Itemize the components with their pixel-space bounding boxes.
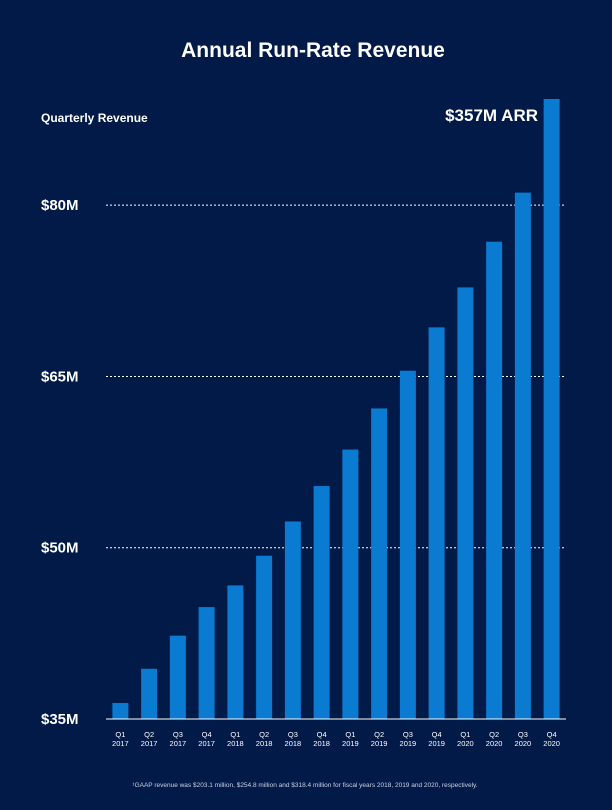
bar <box>227 585 244 719</box>
x-tick-year: 2019 <box>371 739 388 748</box>
x-tick-quarter: Q1 <box>230 730 240 739</box>
x-tick-quarter: Q4 <box>547 730 557 739</box>
x-tick-quarter: Q1 <box>345 730 355 739</box>
x-tick-year: 2020 <box>486 739 503 748</box>
x-tick-year: 2020 <box>457 739 474 748</box>
bar <box>342 449 359 719</box>
bar <box>112 703 129 719</box>
x-tick-year: 2020 <box>515 739 532 748</box>
x-tick-year: 2019 <box>400 739 417 748</box>
bars <box>112 98 560 719</box>
x-tick-quarter: Q4 <box>202 730 212 739</box>
bar <box>371 408 388 719</box>
x-tick-quarter: Q2 <box>374 730 384 739</box>
x-tick-quarter: Q2 <box>489 730 499 739</box>
x-tick-quarter: Q1 <box>115 730 125 739</box>
x-tick-year: 2017 <box>112 739 129 748</box>
x-tick-year: 2018 <box>285 739 302 748</box>
y-tick-label: $65M <box>41 368 79 385</box>
bar <box>169 635 186 719</box>
x-tick-quarter: Q4 <box>317 730 327 739</box>
x-tick-quarter: Q4 <box>432 730 442 739</box>
x-tick-year: 2020 <box>543 739 560 748</box>
x-tick-year: 2019 <box>428 739 445 748</box>
bar <box>399 370 416 719</box>
x-axis-ticks: Q12017Q22017Q32017Q42017Q12018Q22018Q320… <box>112 730 560 748</box>
bar <box>313 486 330 719</box>
bar <box>457 287 474 719</box>
x-tick-year: 2017 <box>141 739 158 748</box>
y-tick-label: $50M <box>41 540 79 557</box>
y-axis-ticks: $35M $50M $65M $80M <box>41 197 79 728</box>
x-tick-quarter: Q2 <box>144 730 154 739</box>
arr-annotation: $357M ARR <box>445 106 538 125</box>
x-tick-year: 2019 <box>342 739 359 748</box>
bar <box>486 241 503 719</box>
bar <box>256 555 273 719</box>
x-tick-year: 2017 <box>198 739 215 748</box>
x-tick-quarter: Q3 <box>518 730 528 739</box>
y-tick-label: $80M <box>41 197 79 214</box>
footnote: ¹GAAP revenue was $203.1 million, $254.8… <box>132 782 477 789</box>
x-tick-year: 2018 <box>227 739 244 748</box>
bar <box>141 668 158 719</box>
y-tick-label: $35M <box>41 711 79 728</box>
gridlines <box>106 204 566 549</box>
bar <box>428 327 445 719</box>
x-tick-year: 2017 <box>170 739 187 748</box>
chart-subtitle: Quarterly Revenue <box>41 111 148 125</box>
x-tick-year: 2018 <box>256 739 273 748</box>
bar <box>284 521 301 719</box>
chart-title: Annual Run-Rate Revenue <box>181 39 445 62</box>
x-tick-quarter: Q1 <box>460 730 470 739</box>
bar <box>198 607 215 719</box>
x-tick-quarter: Q2 <box>259 730 269 739</box>
x-tick-year: 2018 <box>313 739 330 748</box>
x-tick-quarter: Q3 <box>403 730 413 739</box>
x-tick-quarter: Q3 <box>288 730 298 739</box>
bar <box>543 98 560 719</box>
x-tick-quarter: Q3 <box>173 730 183 739</box>
bar <box>514 192 531 719</box>
